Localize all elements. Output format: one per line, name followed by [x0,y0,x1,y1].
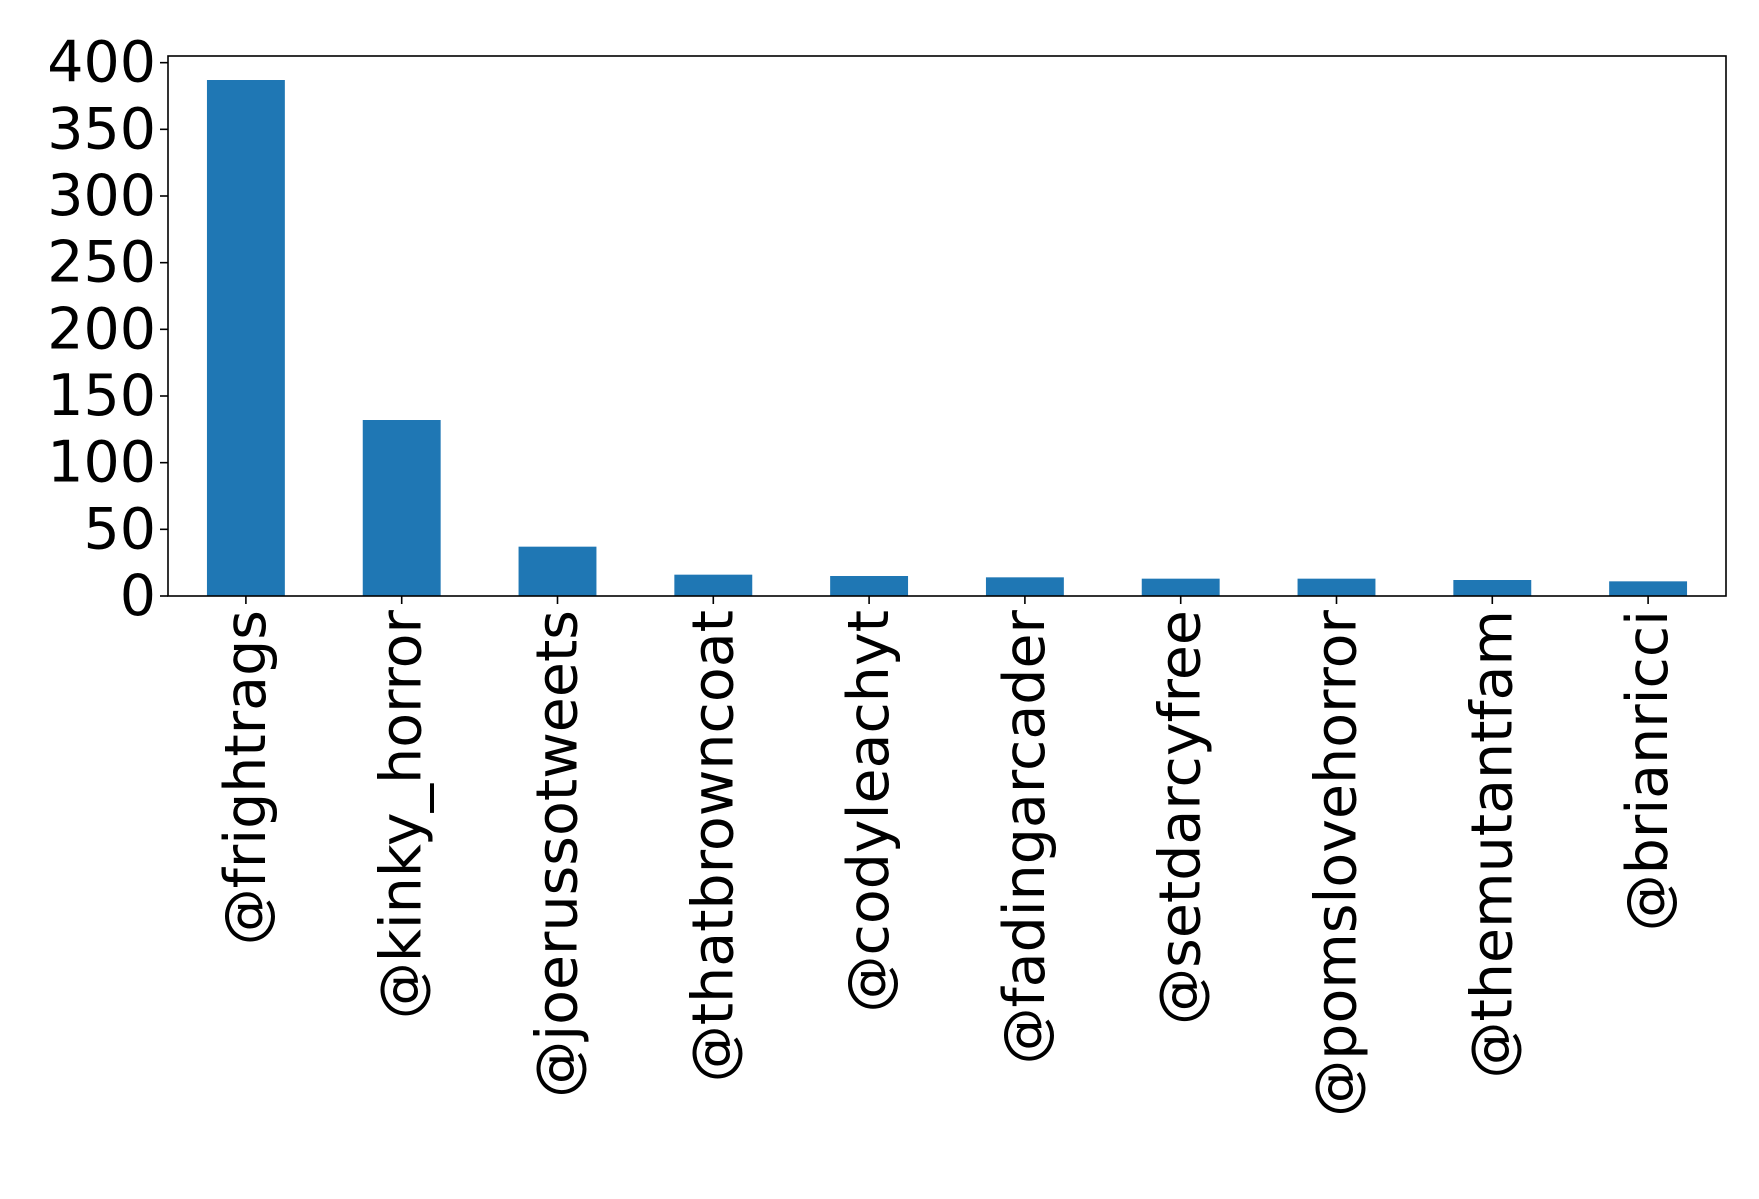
y-tick-label: 400 [47,30,156,96]
y-tick-label: 0 [120,563,156,629]
y-tick-label: 50 [83,496,156,562]
bar-themutantfam [1453,580,1532,596]
bar-brianricci [1609,581,1688,596]
bar-thatbrowncoat [674,574,753,596]
y-tick-label: 200 [47,296,156,362]
bar-kinky-horror [362,420,441,596]
x-tick-label: @joerussotweets [525,610,591,1098]
y-tick-label: 150 [47,363,156,429]
x-tick-label: @setdarcyfree [1148,610,1214,1025]
x-axis: @frightrags @kinky_horror @joerussotweets @… [213,596,1681,1117]
x-tick-label: @pomslovehorror [1304,609,1370,1116]
bars [206,80,1688,596]
y-tick-label: 300 [47,163,156,229]
axes-frame [167,55,1727,597]
y-tick-label: 100 [47,430,156,496]
x-tick-label: @themutantfam [1459,610,1525,1078]
x-tick-label: @frightrags [213,610,279,945]
bar-joerussotweets [518,546,597,596]
x-tick-label: @codyleachyt [836,610,902,1013]
bar-setdarcyfree [1141,578,1220,596]
x-tick-label: @fadingarcader [992,609,1058,1064]
bar-fadingarcader [985,577,1064,596]
bar-pomslovehorror [1297,578,1376,596]
y-tick-label: 350 [47,96,156,162]
y-tick-label: 250 [47,230,156,296]
x-tick-label: @kinky_horror [369,609,435,1019]
bar-frightrags [206,80,285,596]
bar-codyleachyt [830,576,909,596]
x-tick-label: @thatbrowncoat [680,610,746,1082]
x-tick-label: @brianricci [1615,610,1681,931]
